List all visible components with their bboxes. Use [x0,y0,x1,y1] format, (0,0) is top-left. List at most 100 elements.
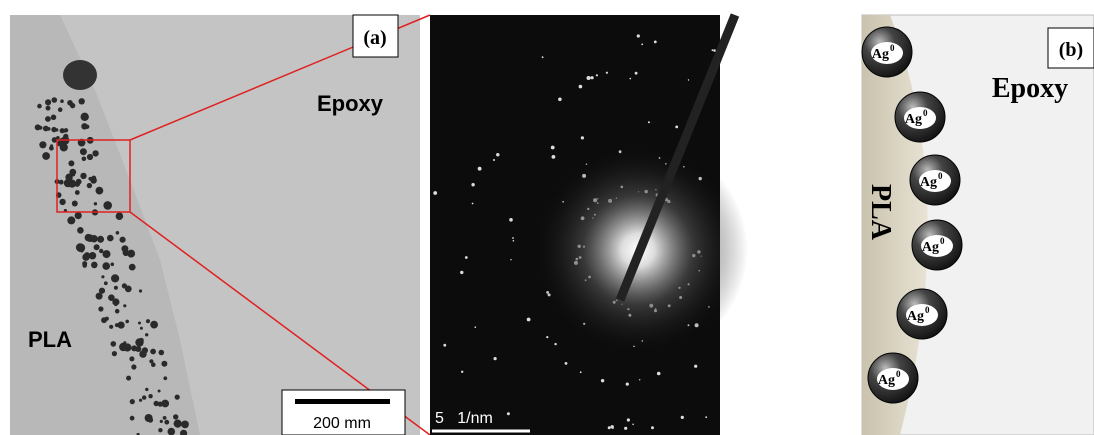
diffraction-spot [630,78,632,80]
nanoparticle [121,245,128,252]
nanoparticle [158,390,161,393]
particle-label-sup: 0 [923,108,928,118]
nanoparticle [125,320,129,324]
diffraction-spot [565,362,568,365]
nanoparticle [123,343,131,351]
nanoparticle [90,177,97,184]
nanoparticle [104,281,108,285]
particle-label: Ag [872,47,889,62]
nanoparticle [42,152,50,160]
nanoparticle [129,264,136,271]
nanoparticle [138,322,141,325]
diffraction-spot [579,85,583,89]
nanoparticle [125,286,132,293]
nanoparticle [174,420,182,428]
nanoparticle [124,253,128,257]
nanoparticle [63,129,66,132]
diffraction-spot [493,159,495,161]
nanoparticle [105,317,109,321]
nanoparticle [59,199,65,205]
nanoparticle [85,125,89,129]
diffraction-spot [608,426,611,429]
diffraction-spot [675,126,678,129]
diffraction-spot [688,79,689,80]
nanoparticle [92,150,98,156]
nanoparticle [116,212,124,220]
diffraction-spot [641,43,643,45]
diffraction-spot [681,416,684,419]
nanoparticle [47,127,51,131]
diffraction-spot [713,49,716,52]
nanoparticle [150,321,158,329]
diffraction-spot [433,191,437,195]
diffraction-spot [509,218,513,222]
nanoparticle [159,350,165,356]
nanoparticle [108,294,115,301]
diffraction-spot [558,98,562,102]
nanoparticle [115,309,120,314]
nanoparticle [139,350,146,357]
particle-label: Ag [920,175,937,190]
nanoparticle [161,361,167,367]
nanoparticle [38,126,42,130]
nanoparticle [129,356,134,361]
panel-a [10,15,420,435]
diffraction-spot [460,271,463,274]
nanoparticle [149,359,153,363]
nanoparticle [111,263,115,267]
diffraction-spot [635,72,638,75]
diffraction-spot [551,146,555,150]
nanoparticle [91,262,98,269]
nanoparticle [164,420,169,425]
particle-label-sup: 0 [940,236,945,246]
nanoparticle [111,341,117,347]
diffraction-spot [637,34,640,37]
nanoparticle [60,99,64,103]
nanoparticle [163,376,167,380]
diffraction-spot [606,72,608,74]
diffraction-spot [527,318,531,322]
nanoparticle [58,107,63,112]
particle-label-sup: 0 [890,43,895,53]
nanoparticle [109,325,113,329]
nanoparticle [130,416,135,421]
particle-label: Ag [907,309,924,324]
diffraction-spot [507,412,510,415]
nanoparticle [127,250,135,258]
panel-label: (b) [1059,39,1083,61]
nanoparticle [103,201,112,210]
nanoparticle [145,388,148,391]
particle-label-sup: 0 [938,171,943,181]
particle-label-sup: 0 [896,369,901,379]
nanoparticle [45,116,51,122]
particle-label-sup: 0 [925,305,930,315]
scale-label: 5 1/nm [435,410,493,427]
nanoparticle [75,212,82,219]
diffraction-spot [552,155,556,159]
nanoparticle [114,303,117,306]
nanoparticle [99,249,103,253]
nanoparticle [135,346,141,352]
nanoparticle [158,428,162,432]
region-label: Epoxy [317,91,384,116]
nanoparticle [79,98,85,104]
nanoparticle [80,148,87,155]
nanoparticle [173,414,178,419]
nanoparticle [37,104,42,109]
nanoparticle [111,274,119,282]
diffraction-spot [475,326,477,328]
nanoparticle [116,231,120,235]
nanoparticle [87,183,92,188]
nanoparticle [145,333,148,336]
nanoparticle [118,322,125,329]
diffraction-spot [510,259,511,260]
nanoparticle [131,364,136,369]
diffraction-spot [648,121,650,123]
diffraction-spot [591,76,594,79]
nanoparticle [145,414,153,422]
particle-label: Ag [905,112,922,127]
diffraction-spot [472,203,474,205]
diffraction-spot [632,424,634,426]
diffraction-spot [554,343,556,345]
